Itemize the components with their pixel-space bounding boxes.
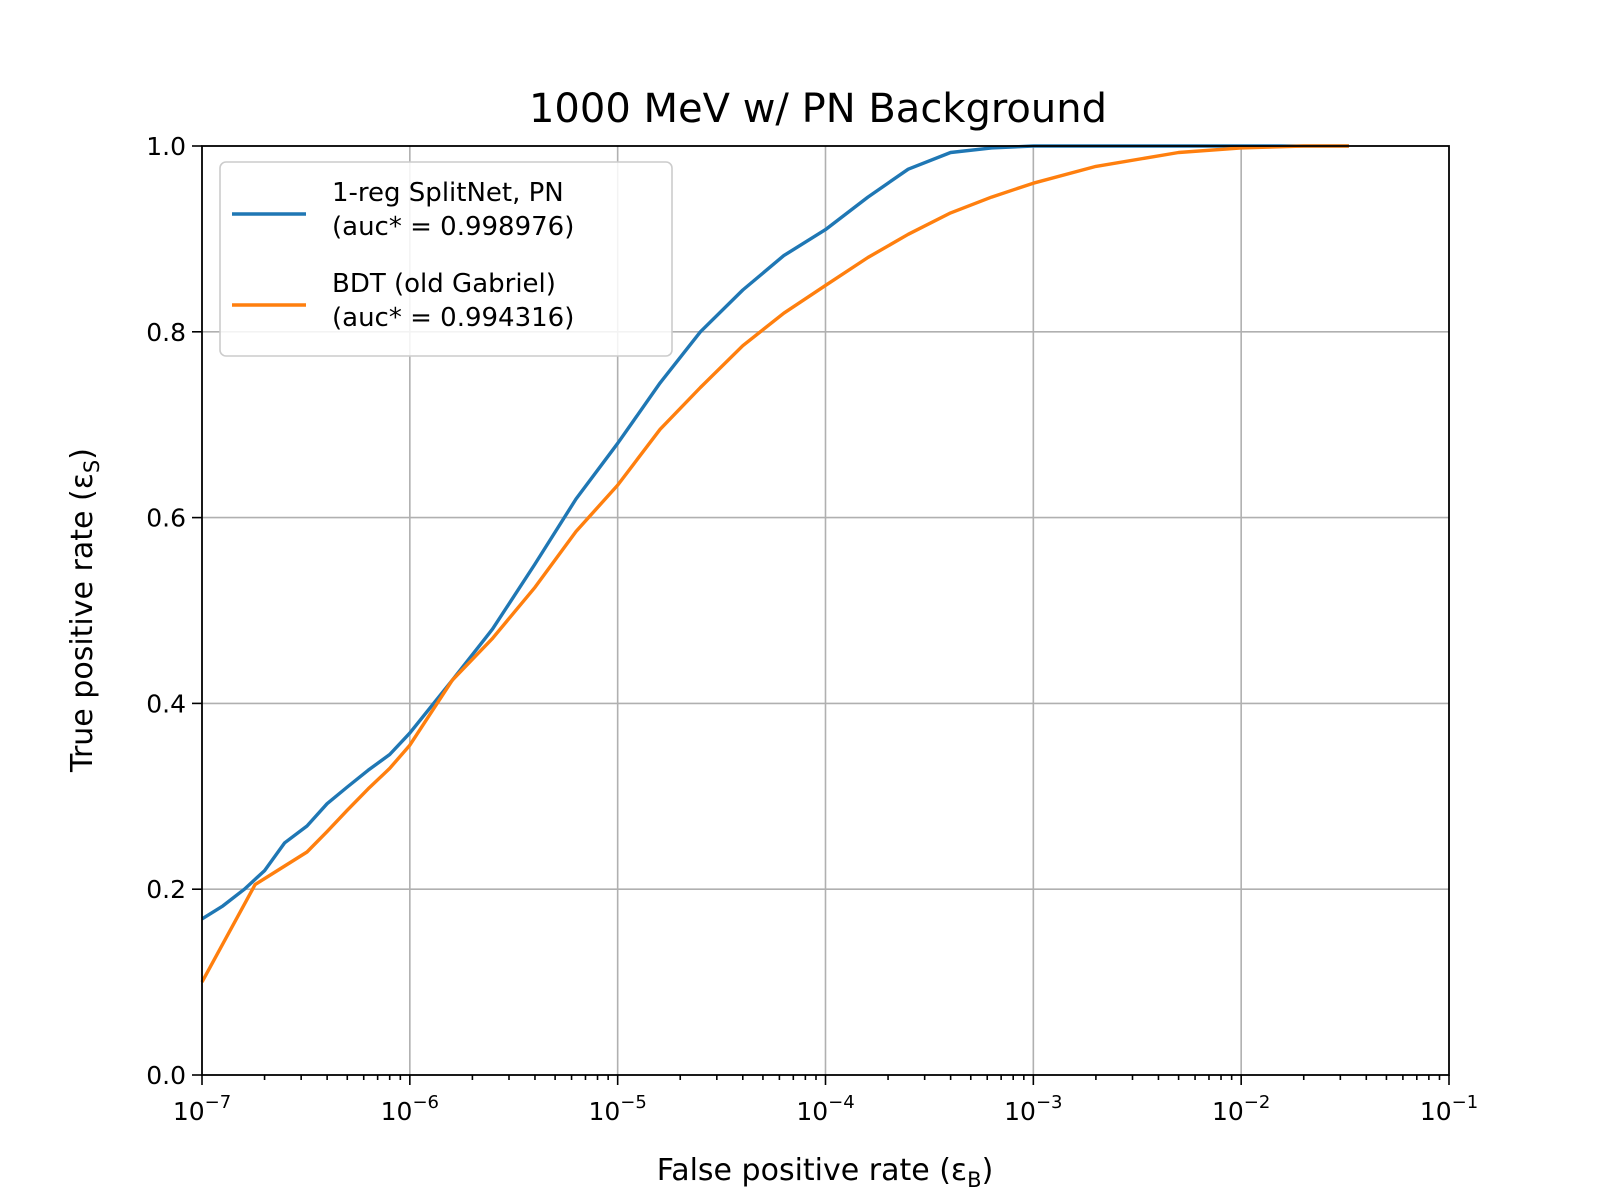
y-tick-label: 0.2 [146,875,186,904]
plot-lines [200,144,1349,983]
x-tick-label-exponent: −5 [620,1092,647,1113]
x-tick-label: 10−4 [796,1092,854,1126]
legend: 1-reg SplitNet, PN (auc* = 0.998976) BDT… [219,161,673,357]
x-tick-label: 10−7 [173,1092,231,1126]
axis-ticks [192,145,1450,1085]
x-tick-label-exponent: −7 [205,1092,232,1113]
x-tick-label-base: 10 [1212,1097,1244,1126]
series-line-1 [200,144,1349,983]
series-line-0 [201,144,1349,921]
legend-label-bdt: BDT (old Gabriel) [332,269,556,299]
x-axis-label-subscript: B [967,1168,981,1192]
x-tick-label-exponent: −1 [1452,1092,1479,1113]
x-tick-labels: 10−7 10−6 10−5 10−4 10−3 10−2 10−1 [173,1092,1478,1126]
x-tick-label-exponent: −6 [412,1092,439,1113]
y-axis-label: True positive rate (εS) [65,448,104,773]
x-tick-label-base: 10 [796,1097,828,1126]
x-tick-label: 10−3 [1004,1092,1062,1126]
chart-title: 1000 MeV w/ PN Background [529,86,1107,132]
x-tick-label-exponent: −3 [1036,1092,1063,1113]
x-tick-label: 10−2 [1212,1092,1270,1126]
x-tick-label-base: 10 [1420,1097,1452,1126]
x-tick-label-exponent: −4 [828,1092,855,1113]
x-tick-label: 10−5 [588,1092,646,1126]
y-tick-label: 0.8 [146,318,186,347]
y-tick-label: 0.6 [146,504,186,533]
x-tick-label-base: 10 [173,1097,205,1126]
legend-auc-bdt: (auc* = 0.994316) [332,303,574,333]
x-tick-label-exponent: −2 [1244,1092,1271,1113]
legend-label-splitnet: 1-reg SplitNet, PN [332,178,564,208]
x-axis-label: False positive rate (εB) [657,1153,994,1192]
y-tick-label: 1.0 [146,132,186,161]
x-tick-label-base: 10 [381,1097,413,1126]
y-tick-label: 0.4 [146,689,186,718]
y-axis-label-text: True positive rate (ε [65,473,100,773]
y-tick-label: 0.0 [146,1061,186,1090]
y-axis-label-close: ) [65,448,100,460]
y-tick-labels: 0.0 0.2 0.4 0.6 0.8 1.0 [146,132,186,1090]
x-tick-label: 10−1 [1420,1092,1478,1126]
x-axis-label-close: ) [982,1153,994,1188]
x-tick-label-base: 10 [588,1097,620,1126]
legend-auc-splitnet: (auc* = 0.998976) [332,212,574,242]
x-tick-label-base: 10 [1004,1097,1036,1126]
x-tick-label: 10−6 [381,1092,439,1126]
y-axis-label-subscript: S [80,460,104,473]
legend-box [219,161,673,357]
x-axis-label-text: False positive rate (ε [657,1153,967,1188]
